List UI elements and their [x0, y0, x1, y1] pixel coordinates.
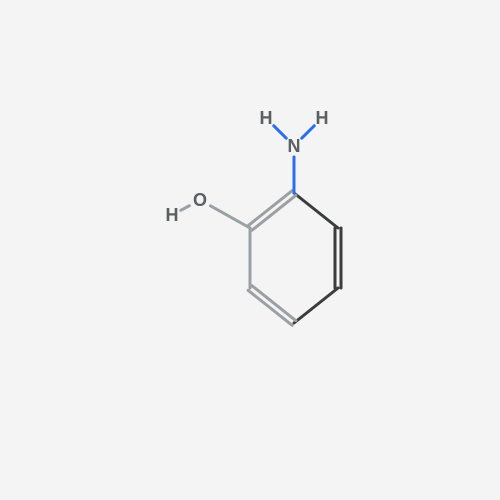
chemical-structure-canvas: NHHOH	[0, 0, 500, 500]
atom-label-H1: H	[260, 109, 273, 127]
atom-label-O: O	[193, 191, 207, 209]
atom-label-H2: H	[316, 109, 329, 127]
atom-label-HO: H	[166, 206, 179, 224]
bond-layer	[0, 0, 500, 500]
atom-label-N: N	[288, 137, 301, 155]
